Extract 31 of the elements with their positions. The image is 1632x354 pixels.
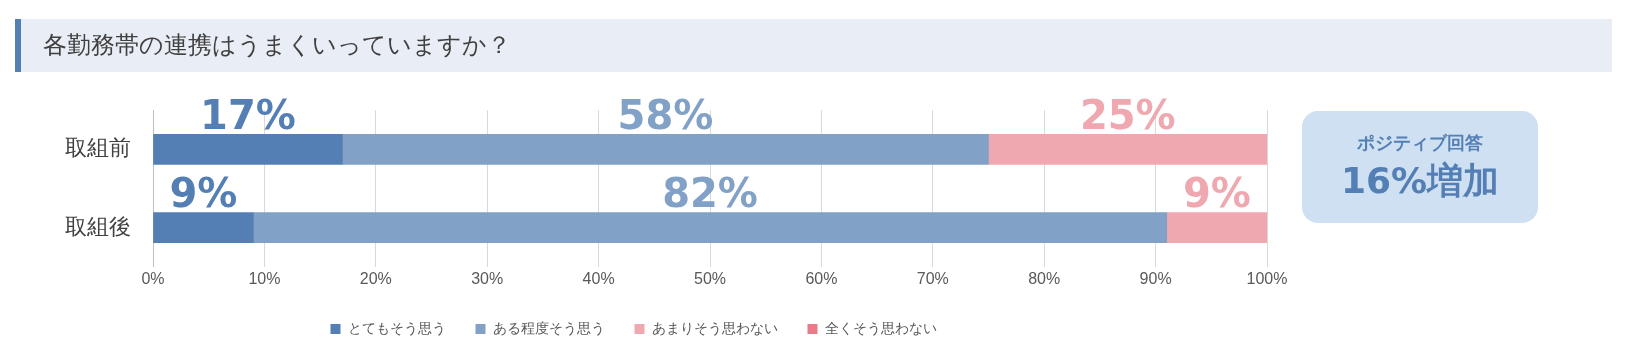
x-tick-label: 60% (805, 269, 838, 287)
legend-label: ある程度そう思う (492, 319, 605, 336)
data-label: 9% (169, 170, 238, 217)
x-tick-label: 70% (916, 269, 949, 287)
x-tick-label: 10% (248, 269, 281, 287)
x-tick-label: 100% (1246, 269, 1288, 287)
x-tick-label: 0% (141, 269, 165, 287)
bar (988, 134, 1267, 165)
callout-box: ポジティブ回答 16%増加 (1302, 111, 1538, 223)
bar (1166, 212, 1267, 243)
y-tick-label: 取組後 (65, 213, 131, 239)
data-label: 82% (662, 170, 758, 217)
legend-label: とてもそう思う (347, 319, 446, 336)
data-label: 58% (617, 91, 714, 138)
data-label: 17% (200, 91, 296, 138)
bar (153, 134, 343, 165)
data-label: 9% (1182, 170, 1251, 217)
y-tick-label: 取組前 (65, 135, 131, 161)
x-tick-label: 20% (359, 269, 392, 287)
legend-label: 全くそう思わない (824, 319, 937, 336)
x-tick-label: 90% (1139, 269, 1172, 287)
x-tick-label: 50% (693, 269, 727, 287)
chart-title: 各勤務帯の連携はうまくいっていますか？ (15, 19, 1612, 72)
data-label: 25% (1079, 91, 1176, 138)
legend-label: あまりそう思わない (651, 319, 778, 336)
x-tick-label: 80% (1028, 269, 1061, 287)
bar (342, 134, 989, 165)
bar (252, 212, 1168, 243)
bar (153, 212, 254, 243)
x-tick-label: 40% (582, 269, 615, 287)
x-tick-label: 30% (471, 269, 504, 287)
